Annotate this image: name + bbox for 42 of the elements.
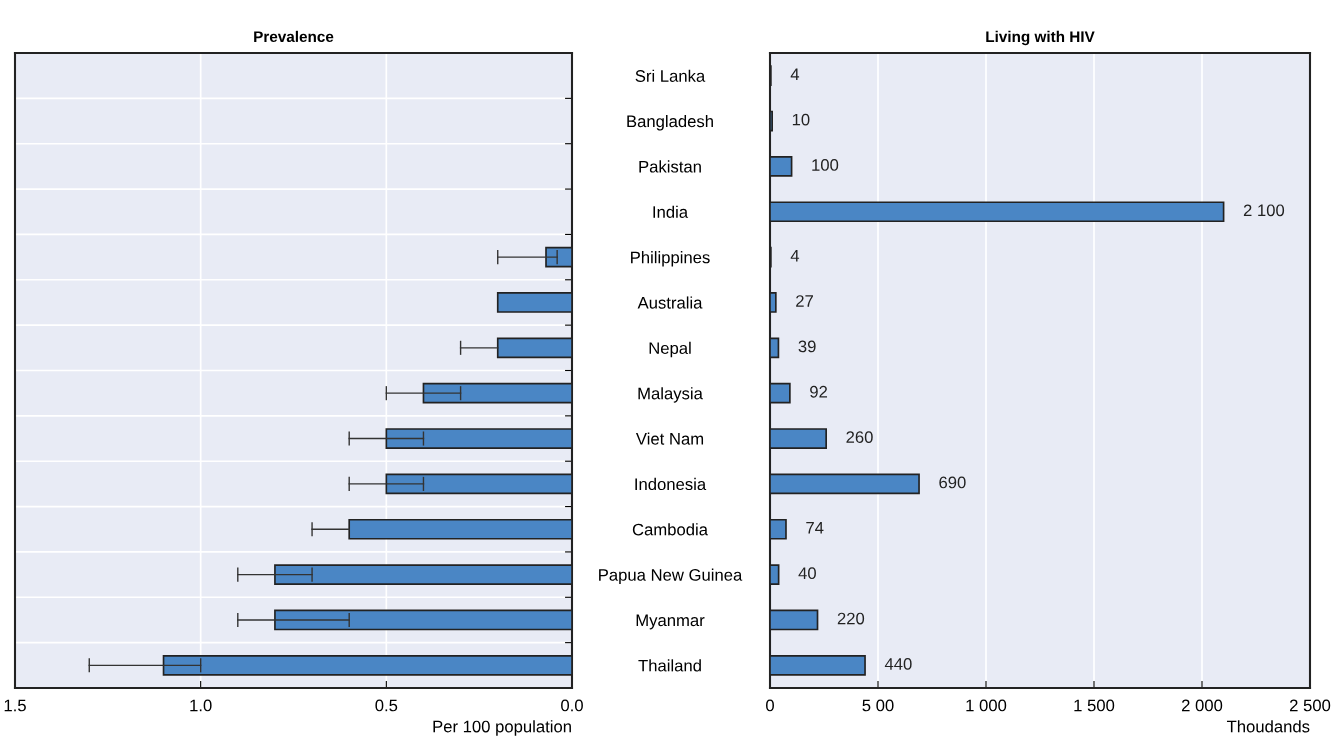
data-label: 2 100: [1243, 204, 1285, 217]
data-label: 440: [884, 657, 912, 670]
data-label: 74: [806, 522, 824, 534]
data-label: 27: [796, 295, 813, 307]
x-tick-label: 0.5: [375, 699, 398, 712]
data-label: 10: [792, 113, 810, 126]
x-tick-label: 5 00: [862, 699, 894, 712]
chart-title: Living with HIV: [986, 30, 1095, 46]
x-tick-label: 1.5: [4, 699, 26, 712]
data-label: 92: [810, 385, 828, 398]
data-label: 40: [798, 567, 816, 580]
y-tick-label: Myanmar: [636, 614, 705, 630]
x-tick-label: 2 000: [1181, 699, 1223, 712]
x-tick-label: 2 500: [1289, 699, 1331, 712]
y-tick-label: Viet Nam: [635, 432, 704, 445]
x-tick-label: 0.0: [561, 699, 583, 712]
y-tick-label: Nepal: [649, 341, 691, 358]
data-label: 4: [790, 68, 800, 80]
data-label: 100: [812, 159, 839, 171]
x-tick-label: 0: [766, 699, 774, 712]
x-tick-label: 1 500: [1074, 699, 1115, 712]
y-tick-label: Pakistan: [639, 160, 701, 173]
data-label: 4: [790, 249, 800, 262]
x-axis-title: Per 100 population: [433, 720, 571, 736]
y-tick-label: India: [653, 205, 689, 218]
x-tick-label: 1.0: [190, 699, 212, 712]
y-tick-label: Philippines: [631, 251, 710, 267]
x-axis-title: Thoudands: [1226, 720, 1310, 733]
y-tick-label: Malaysia: [638, 387, 703, 403]
y-tick-label: Indonesia: [635, 477, 707, 491]
y-tick-label: Sri Lanka: [635, 69, 706, 82]
y-tick-label: Australia: [637, 296, 703, 309]
data-label: 39: [798, 340, 816, 353]
data-label: 260: [846, 431, 873, 444]
y-tick-label: Papua New Guinea: [599, 568, 743, 585]
data-label: 220: [837, 612, 865, 625]
data-label: 690: [939, 476, 966, 489]
y-tick-label: Thailand: [638, 659, 701, 672]
y-tick-label: Bangladesh: [627, 115, 713, 131]
x-tick-label: 1 000: [966, 699, 1007, 712]
y-tick-label: Cambodia: [632, 523, 708, 536]
chart-title: Prevalence: [254, 30, 334, 43]
